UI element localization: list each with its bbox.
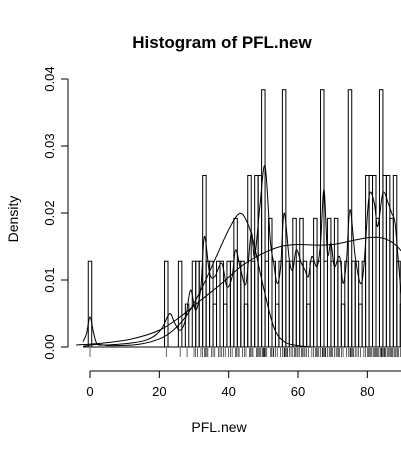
histogram-bar xyxy=(323,260,328,348)
histogram-bar xyxy=(295,260,301,348)
histogram-bar xyxy=(274,303,280,348)
y-tick-label: 0.03 xyxy=(42,133,57,158)
histogram-bar xyxy=(326,217,332,348)
y-axis-label: Density xyxy=(5,196,21,243)
x-tick-label: 0 xyxy=(86,384,93,399)
histogram-bar xyxy=(306,303,311,348)
histogram-bar xyxy=(389,217,394,348)
x-tick-label: 20 xyxy=(152,384,166,399)
histogram-bar xyxy=(340,303,346,348)
histogram-bar xyxy=(382,174,387,348)
y-tick-label: 0.01 xyxy=(42,267,57,292)
histogram-bar xyxy=(299,217,304,348)
x-tick-label: 40 xyxy=(221,384,235,399)
histogram-bar xyxy=(337,260,342,348)
histogram-bar xyxy=(212,303,218,348)
density-curve-2 xyxy=(82,212,312,348)
histogram-bar xyxy=(392,174,398,348)
histogram-bars xyxy=(83,89,401,348)
histogram-bar xyxy=(292,217,297,348)
histogram-bar xyxy=(385,174,391,348)
rug-marks xyxy=(89,348,401,357)
histogram-bar xyxy=(261,89,266,348)
histogram-bar xyxy=(202,174,207,348)
y-axis: 0.00 0.01 0.02 0.03 0.04 xyxy=(42,66,69,360)
histogram-bar xyxy=(368,174,374,348)
x-axis-label: PFL.new xyxy=(191,419,247,435)
histogram-bar xyxy=(250,260,256,348)
histogram-bar xyxy=(358,303,363,348)
histogram-bar xyxy=(222,303,228,348)
histogram-bar xyxy=(243,303,249,348)
histogram-bar xyxy=(351,260,356,348)
density-curves xyxy=(76,165,401,348)
histogram-bar xyxy=(240,260,245,348)
density-curve-3 xyxy=(76,236,401,346)
y-tick-label: 0.04 xyxy=(42,66,57,91)
histogram-bar xyxy=(378,89,384,348)
histogram-bar xyxy=(285,260,290,348)
histogram-bar xyxy=(264,260,270,348)
y-tick-label: 0.00 xyxy=(42,334,57,359)
histogram-bar xyxy=(219,260,224,348)
histogram-bar xyxy=(233,217,238,348)
x-tick-label: 80 xyxy=(360,384,374,399)
histogram-bar xyxy=(226,260,231,348)
x-axis: 020406080100 xyxy=(86,370,401,399)
histogram-bar xyxy=(216,260,221,348)
histogram-bar xyxy=(177,260,183,348)
histogram-bar xyxy=(316,260,322,348)
y-tick-label: 0.02 xyxy=(42,200,57,225)
histogram-bar xyxy=(333,217,339,348)
histogram-bar xyxy=(309,260,315,348)
chart-title: Histogram of PFL.new xyxy=(132,33,312,52)
histogram-bar xyxy=(257,174,263,348)
x-tick-label: 60 xyxy=(291,384,305,399)
density-curve-1 xyxy=(82,165,401,346)
histogram-bar xyxy=(236,260,242,348)
histogram-bar xyxy=(313,217,318,348)
histogram-bar xyxy=(288,260,294,348)
histogram-bar xyxy=(330,260,335,348)
histogram-bar xyxy=(399,303,401,348)
histogram-bar xyxy=(87,260,93,348)
